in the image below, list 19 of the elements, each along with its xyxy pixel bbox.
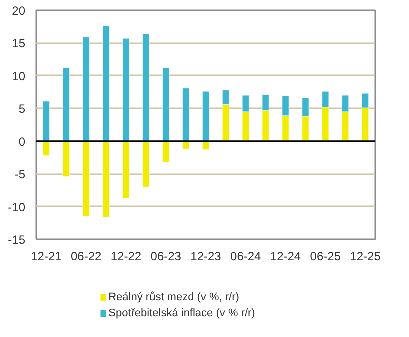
x-tick-label: 06-22 [71,250,102,264]
y-tick-label: -5 [14,168,26,182]
y-tick-label: -10 [8,200,26,214]
y-tick-label: 0 [18,134,26,149]
x-tick-label: 06-25 [310,250,342,264]
y-tick-label: 15 [12,36,26,51]
y-tick-label: 5 [18,102,26,116]
x-tick-label: 12-24 [270,250,302,264]
x-tick-label: 12-25 [350,250,382,264]
legend-label: Spotřebitelská inflace (v % r/r) [108,308,256,320]
y-tick-label: 20 [12,4,26,18]
x-tick-label: 12-22 [110,250,142,264]
x-tick-label: 12-21 [31,250,62,264]
legend-label: Reálný růst mezd (v %, r/r) [108,292,240,304]
y-tick-label: 10 [12,69,26,84]
y-tick-label: -15 [8,233,26,247]
x-tick-label: 12-23 [190,250,222,264]
x-tick-label: 06-23 [150,250,182,264]
x-tick-label: 06-24 [230,250,262,264]
